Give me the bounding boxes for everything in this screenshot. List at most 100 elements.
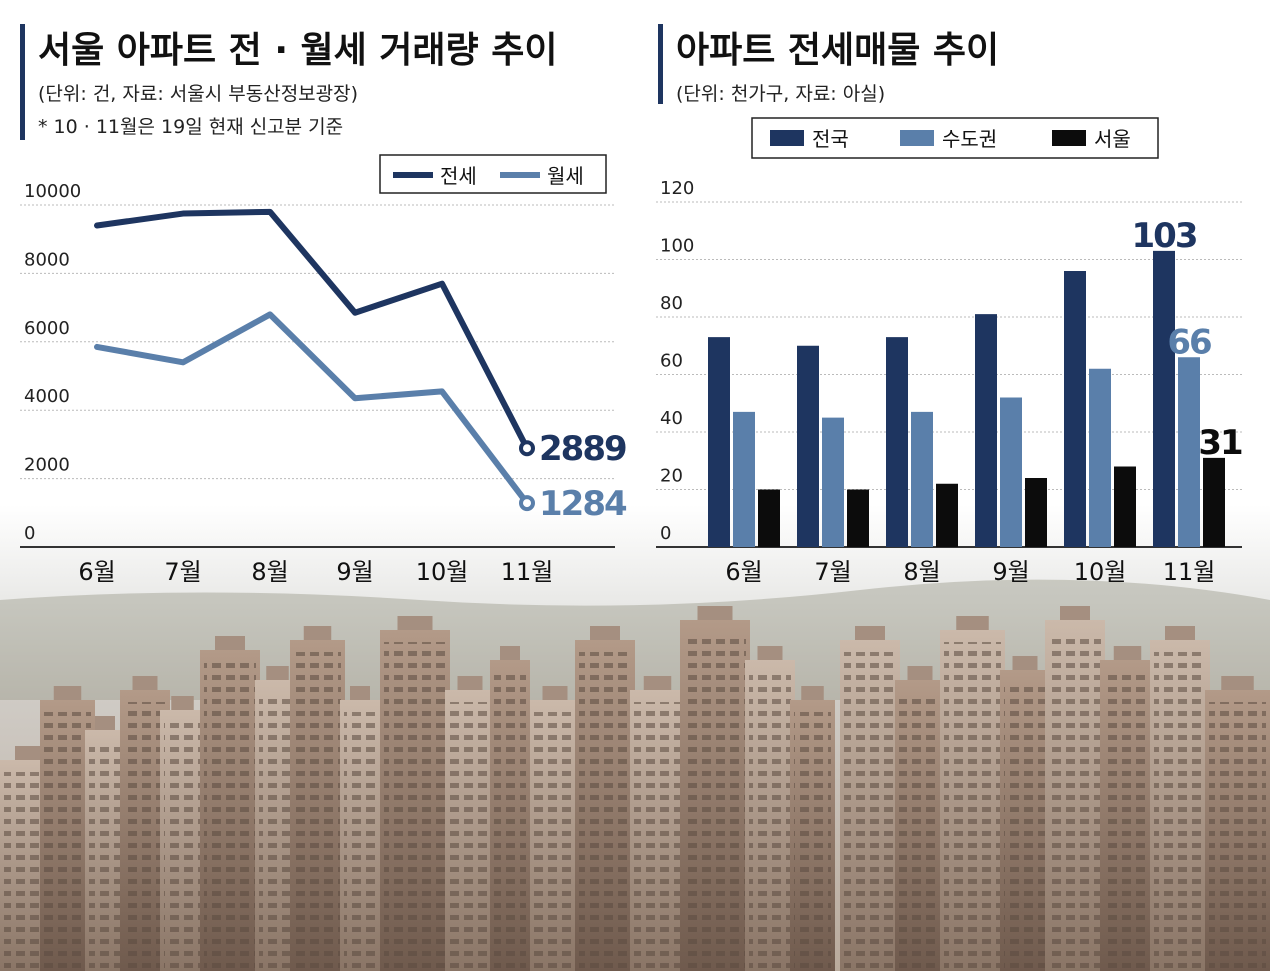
building-windows: [794, 712, 831, 971]
right-bar: [822, 417, 844, 547]
right-bar: [936, 483, 958, 547]
building-windows: [634, 702, 681, 971]
apartment-buildings: [0, 606, 1270, 971]
right-x-tick-label: 9월: [992, 558, 1029, 586]
building-rooftop: [266, 666, 289, 680]
left-series-end-marker: [519, 495, 535, 512]
right-legend-box: [751, 117, 1159, 159]
building-rooftop: [1165, 626, 1195, 640]
building-windows: [344, 712, 376, 971]
right-y-tick-labels: 0 20 40 60 80 100 120: [660, 178, 694, 544]
right-bar: [1064, 271, 1086, 547]
right-x-tick-label: 7월: [814, 558, 851, 586]
right-chart-title: 아파트 전세매물 추이: [676, 30, 999, 71]
building-windows: [449, 702, 491, 971]
building-rooftop: [855, 626, 885, 640]
right-bar: [975, 314, 997, 547]
right-bar: [1089, 368, 1111, 547]
building-windows: [204, 662, 256, 971]
left-x-tick-label: 7월: [164, 558, 201, 586]
left-title-bar: [20, 24, 25, 140]
left-end-labels: 2889 1284: [539, 429, 629, 524]
building-rooftop: [171, 696, 194, 710]
right-data-label: 103: [1132, 216, 1197, 256]
left-chart-note: * 10 · 11월은 19일 현재 신고분 기준: [38, 116, 343, 138]
building-windows: [1154, 652, 1206, 971]
left-y-tick-label: 10000: [24, 181, 81, 202]
right-y-tick-label: 20: [660, 466, 683, 487]
building-rooftop: [1113, 646, 1142, 660]
building-windows: [749, 672, 791, 971]
left-series-line: [94, 311, 530, 507]
building-rooftop: [757, 646, 783, 660]
building-windows: [1104, 672, 1151, 971]
right-bar: [1153, 250, 1175, 547]
building-rooftop: [457, 676, 483, 690]
building-windows: [1049, 632, 1101, 971]
building-windows: [1004, 682, 1046, 971]
right-bar: [1000, 397, 1022, 547]
building-windows: [384, 642, 446, 971]
right-data-labels: 103 66 31: [1132, 216, 1244, 463]
left-x-tick-label: 9월: [336, 558, 373, 586]
building-rooftop: [215, 636, 245, 650]
building-rooftop: [643, 676, 672, 690]
legend-capital-label: 수도권: [942, 127, 997, 151]
right-x-tick-label: 11월: [1163, 558, 1216, 586]
legend-national-swatch: [770, 130, 804, 146]
legend-wolse-label: 월세: [547, 164, 584, 188]
left-legend: 전세 월세: [379, 154, 607, 194]
left-y-tick-label: 4000: [24, 386, 70, 407]
building-windows: [294, 652, 341, 971]
right-data-label: 31: [1198, 423, 1242, 463]
left-x-tick-label: 8월: [251, 558, 288, 586]
building-windows: [124, 702, 166, 971]
building-windows: [44, 712, 91, 971]
right-y-tick-label: 60: [660, 351, 683, 372]
right-data-label: 66: [1167, 322, 1211, 362]
left-y-tick-label: 6000: [24, 318, 70, 339]
right-y-tick-label: 0: [660, 523, 671, 544]
right-bar: [1203, 457, 1225, 547]
left-chart-subtitle: (단위: 건, 자료: 서울시 부동산정보광장): [38, 83, 358, 105]
right-x-tick-labels: 6월 7월 8월 9월 10월 11월: [725, 558, 1215, 586]
left-y-tick-label: 8000: [24, 249, 70, 270]
building-rooftop: [801, 686, 824, 700]
building-rooftop: [1060, 606, 1090, 620]
right-x-tick-label: 6월: [725, 558, 762, 586]
building-windows: [844, 652, 896, 971]
right-bar: [758, 489, 780, 547]
building-windows: [164, 722, 201, 971]
building-rooftop: [397, 616, 433, 630]
left-x-tick-labels: 6월 7월 8월 9월 10월 11월: [78, 558, 553, 586]
right-bars: [708, 250, 1225, 547]
right-bar: [797, 345, 819, 547]
building-windows: [1209, 702, 1266, 971]
building-rooftop: [1221, 676, 1254, 690]
building-rooftop: [542, 686, 568, 700]
left-x-tick-label: 6월: [78, 558, 115, 586]
building-rooftop: [53, 686, 82, 700]
right-x-tick-label: 8월: [903, 558, 940, 586]
building-rooftop: [1012, 656, 1038, 670]
building-rooftop: [132, 676, 158, 690]
right-y-tick-label: 120: [660, 178, 694, 199]
right-x-tick-label: 10월: [1074, 558, 1127, 586]
building-windows: [89, 742, 121, 971]
left-series-line: [94, 208, 530, 452]
right-title-bar: [658, 24, 663, 104]
building-rooftop: [907, 666, 933, 680]
right-chart-panel: 아파트 전세매물 추이 (단위: 천가구, 자료: 아실) 전국 수도권 서울 …: [656, 24, 1244, 586]
left-end-label: 1284: [539, 484, 627, 524]
left-end-label: 2889: [539, 429, 626, 469]
legend-jeonse-label: 전세: [440, 164, 477, 188]
building-rooftop: [350, 686, 370, 700]
building-windows: [534, 712, 576, 971]
right-bar: [886, 337, 908, 547]
left-y-tick-labels: 0 2000 4000 6000 8000 10000: [24, 181, 81, 544]
left-x-tick-label: 11월: [501, 558, 554, 586]
left-series-end-marker: [519, 440, 535, 457]
right-bar: [733, 411, 755, 547]
building-rooftop: [590, 626, 620, 640]
